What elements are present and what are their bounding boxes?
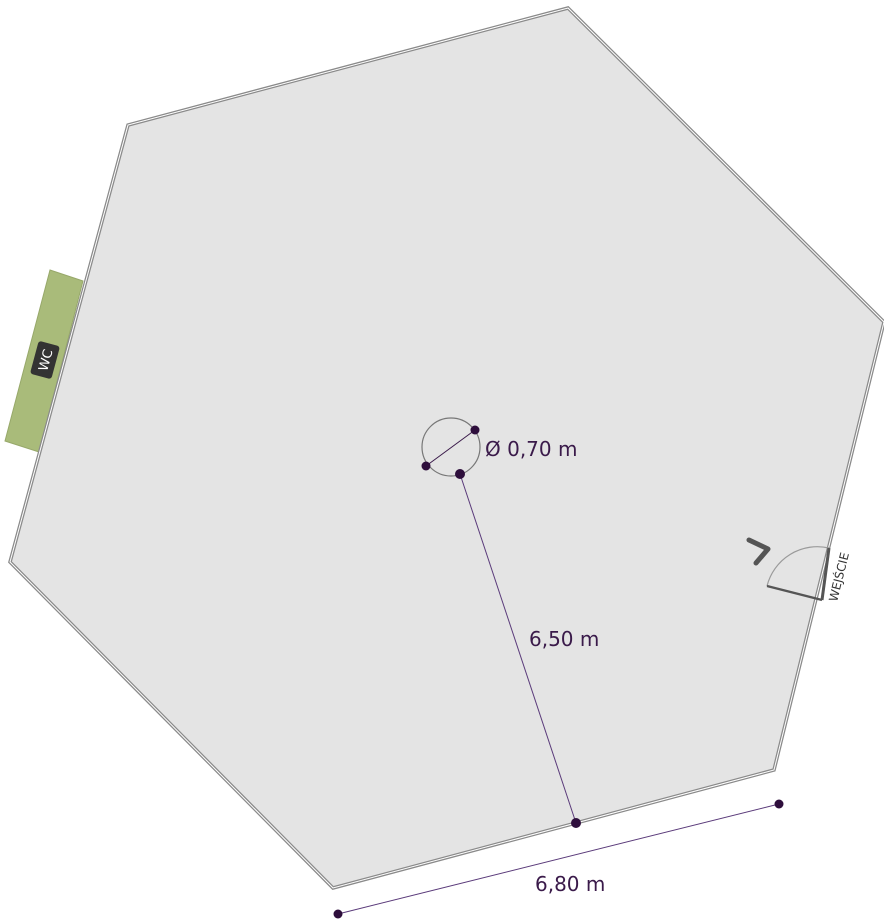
radius-dimension: 6,50 m: [455, 469, 599, 828]
pole-diameter-point-a: [421, 461, 431, 471]
room-hexagon-inner-line: [9, 7, 884, 889]
room-hexagon: [8, 6, 884, 890]
entrance-label: WEJŚCIE: [825, 551, 852, 603]
pole-diameter-label: Ø 0,70 m: [485, 437, 577, 461]
center-pole: Ø 0,70 m: [421, 417, 577, 477]
radius-line: [459, 473, 577, 824]
pole-diameter-line: [425, 429, 476, 467]
door-leaf: [766, 584, 823, 602]
pole-diameter-point-b: [470, 425, 480, 435]
side-point-end: [774, 799, 784, 809]
side-dimension-line: [337, 803, 780, 915]
door-swing-arc: [766, 546, 830, 587]
side-dimension: 6,80 m: [333, 799, 784, 919]
radius-label: 6,50 m: [529, 627, 599, 651]
radius-point-end: [571, 818, 581, 828]
wc-label: WC: [36, 348, 56, 373]
wc-block[interactable]: WC: [4, 269, 84, 453]
chevron-right-icon: [746, 537, 771, 566]
side-point-start: [333, 909, 343, 919]
pole-circle: [421, 417, 481, 477]
door-opening: [820, 547, 831, 601]
wc-badge: [30, 341, 60, 379]
side-label: 6,80 m: [535, 872, 605, 896]
radius-point-start: [455, 469, 465, 479]
